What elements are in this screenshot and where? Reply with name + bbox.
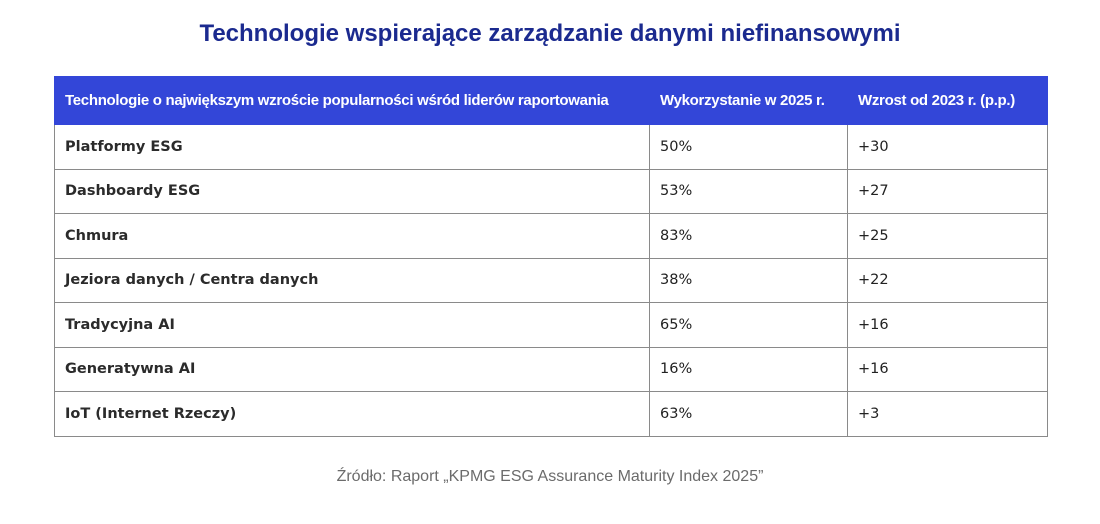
table-cell: 63% — [649, 391, 848, 437]
table-cell: +27 — [847, 168, 1048, 214]
header-row: Technologie o największym wzroście popul… — [54, 76, 1048, 125]
table-cell: Generatywna AI — [54, 346, 650, 392]
table-row: Dashboardy ESG 53% +27 — [54, 168, 1048, 214]
table-cell: +22 — [847, 257, 1048, 303]
table-cell: 65% — [649, 302, 848, 348]
table-cell: 16% — [649, 346, 848, 392]
table-cell: Jeziora danych / Centra danych — [54, 257, 650, 303]
header-cell: Wykorzystanie w 2025 r. — [649, 76, 848, 125]
table-head: Technologie o największym wzroście popul… — [54, 76, 1048, 125]
data-table: Technologie o największym wzroście popul… — [54, 76, 1048, 437]
table-cell: Tradycyjna AI — [54, 302, 650, 348]
table-cell: 83% — [649, 213, 848, 259]
table-row: Generatywna AI 16% +16 — [54, 346, 1048, 392]
table-cell: 38% — [649, 257, 848, 303]
title: Technologie wspierające zarządzanie dany… — [199, 20, 901, 47]
table-row: Chmura 83% +25 — [54, 213, 1048, 259]
table-cell: Chmura — [54, 213, 650, 259]
table-row: Tradycyjna AI 65% +16 — [54, 302, 1048, 348]
table-cell: +25 — [847, 213, 1048, 259]
table-cell: Platformy ESG — [54, 124, 650, 170]
table-cell: +30 — [847, 124, 1048, 170]
table-cell: Dashboardy ESG — [54, 168, 650, 214]
table-cell: +16 — [847, 346, 1048, 392]
table-cell: IoT (Internet Rzeczy) — [54, 391, 650, 437]
table-cell: +16 — [847, 302, 1048, 348]
table-row: IoT (Internet Rzeczy) 63% +3 — [54, 391, 1048, 437]
header-cell: Wzrost od 2023 r. (p.p.) — [847, 76, 1048, 125]
table-cell: 50% — [649, 124, 848, 170]
table-body: Platformy ESG 50% +30 Dashboardy ESG 53% +27 C… — [54, 124, 1048, 437]
source-note: Źródło: Raport „KPMG ESG Assurance Matur… — [336, 468, 764, 485]
table-row: Platformy ESG 50% +30 — [54, 124, 1048, 170]
table-row: Jeziora danych / Centra danych 38% +22 — [54, 257, 1048, 303]
header-cell: Technologie o największym wzroście popul… — [54, 76, 650, 125]
table-cell: +3 — [847, 391, 1048, 437]
table-cell: 53% — [649, 168, 848, 214]
